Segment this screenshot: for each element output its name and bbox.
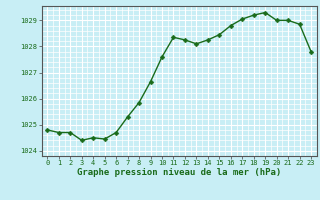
X-axis label: Graphe pression niveau de la mer (hPa): Graphe pression niveau de la mer (hPa) bbox=[77, 168, 281, 177]
